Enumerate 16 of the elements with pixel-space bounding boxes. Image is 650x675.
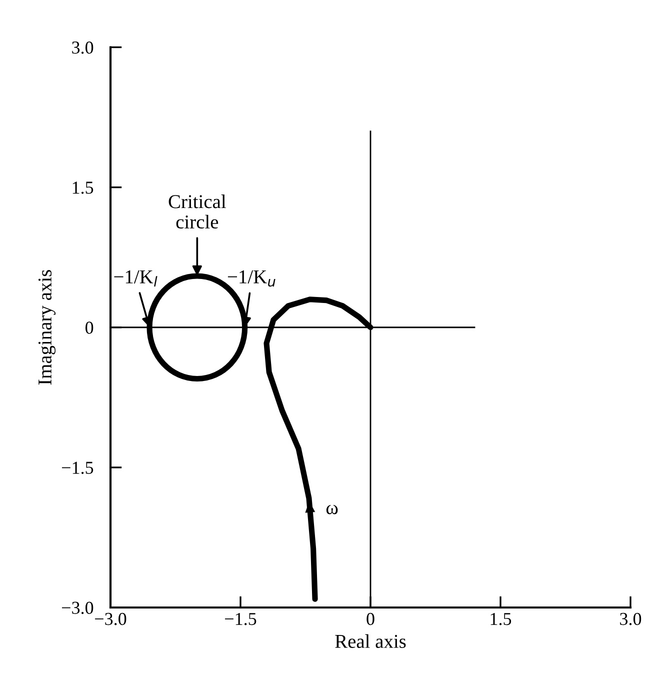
y-tick-label: 1.5 (72, 182, 94, 194)
y-tick-label: 0 (85, 322, 94, 334)
x-tick-label: 1.5 (490, 612, 512, 626)
y-tick-label: −3.0 (62, 602, 94, 614)
y-tick-label: 3.0 (72, 42, 94, 54)
annotation: ω (326, 504, 338, 514)
x-tick-label: 0 (366, 612, 374, 626)
x-tick-label: 3.0 (620, 612, 642, 626)
x-tick-label: −3.0 (95, 612, 126, 626)
annotation: Critical circle (168, 194, 226, 229)
annotation: −1/K$_{u}$ (228, 270, 276, 287)
x-axis-title: Real axis (335, 634, 406, 648)
y-tick-label: −1.5 (62, 462, 94, 474)
annotation: −1/K$_{l}$ (114, 270, 158, 286)
y-axis-title: Imaginary axis (38, 270, 56, 385)
x-tick-label: −1.5 (225, 612, 256, 626)
